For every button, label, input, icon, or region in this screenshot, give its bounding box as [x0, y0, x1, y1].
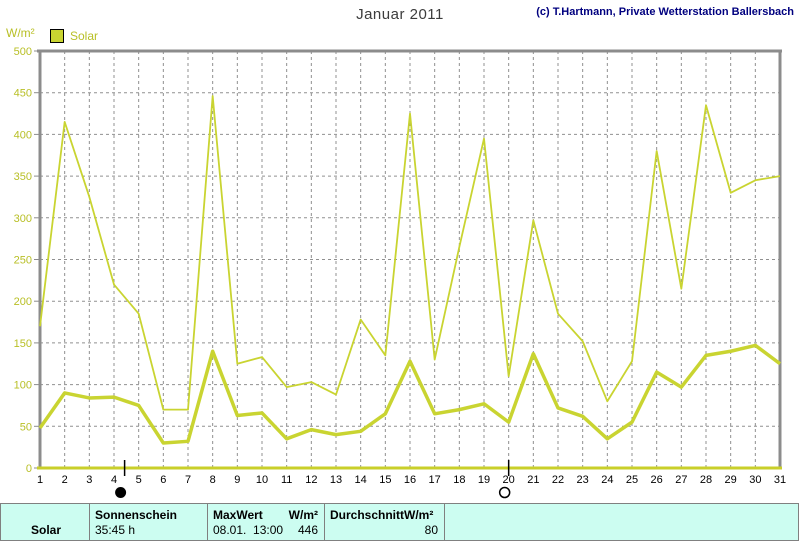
y-tick-label: 150	[14, 338, 32, 350]
x-tick-label: 18	[453, 474, 465, 486]
x-tick-label: 13	[330, 474, 342, 486]
x-tick-label: 17	[429, 474, 441, 486]
x-tick-label: 20	[503, 474, 515, 486]
legend: Solar	[50, 29, 98, 43]
x-tick-label: 6	[160, 474, 166, 486]
x-tick-label: 16	[404, 474, 416, 486]
table-separator	[444, 504, 445, 540]
y-axis-unit-label: W/m²	[6, 26, 35, 40]
durchschnitt-header: DurchschnittW/m²	[330, 508, 434, 522]
y-tick-label: 50	[20, 421, 32, 433]
y-tick-label: 400	[14, 129, 32, 141]
x-tick-label: 19	[478, 474, 490, 486]
x-tick-label: 3	[86, 474, 92, 486]
x-tick-label: 30	[749, 474, 761, 486]
x-tick-label: 25	[626, 474, 638, 486]
full-moon-icon	[498, 486, 511, 499]
page-title: Januar 2011	[356, 6, 444, 23]
maxwert-unit: W/m²	[288, 508, 318, 522]
table-separator	[324, 504, 325, 540]
x-tick-label: 2	[62, 474, 68, 486]
x-tick-label: 8	[210, 474, 216, 486]
maxwert-value: 446	[297, 523, 318, 537]
table-separator	[89, 504, 90, 540]
x-tick-label: 31	[774, 474, 786, 486]
x-tick-label: 5	[136, 474, 142, 486]
x-tick-label: 10	[256, 474, 268, 486]
y-tick-label: 100	[14, 380, 32, 392]
x-tick-label: 9	[234, 474, 240, 486]
y-tick-label: 0	[26, 463, 32, 475]
y-tick-label: 250	[14, 255, 32, 267]
y-tick-label: 200	[14, 296, 32, 308]
y-tick-label: 450	[14, 88, 32, 100]
x-tick-label: 28	[700, 474, 712, 486]
maxwert-date-value: 08.01. 13:00	[213, 523, 284, 537]
x-tick-label: 27	[675, 474, 687, 486]
x-tick-label: 11	[281, 474, 292, 486]
summary-table: Solar Sonnenschein 35:45 h MaxWert W/m² …	[0, 503, 799, 541]
table-row-label: Solar	[31, 523, 62, 537]
x-tick-label: 1	[37, 474, 43, 486]
durchschnitt-value: 80	[424, 523, 438, 537]
x-tick-label: 15	[379, 474, 391, 486]
copyright-text: (c) T.Hartmann, Private Wetterstation Ba…	[536, 6, 794, 18]
x-tick-label: 14	[355, 474, 367, 486]
series-max-line	[39, 95, 781, 411]
sonnenschein-header: Sonnenschein	[95, 508, 178, 522]
solar-legend-swatch-icon	[50, 29, 64, 43]
legend-label: Solar	[70, 29, 99, 43]
x-tick-label: 7	[185, 474, 191, 486]
x-tick-label: 12	[305, 474, 317, 486]
new-moon-icon	[115, 487, 127, 498]
sonnenschein-value: 35:45 h	[95, 523, 136, 537]
series-avg-line	[38, 343, 782, 445]
x-tick-label: 22	[552, 474, 564, 486]
x-tick-label: 4	[111, 474, 117, 486]
maxwert-header: MaxWert	[213, 508, 263, 522]
x-tick-label: 23	[577, 474, 589, 486]
x-tick-label: 24	[601, 474, 613, 486]
x-tick-label: 26	[651, 474, 663, 486]
x-tick-label: 21	[527, 474, 539, 486]
y-tick-label: 300	[14, 213, 32, 225]
y-tick-label: 500	[14, 46, 32, 58]
x-tick-label: 29	[725, 474, 737, 486]
table-separator	[207, 504, 208, 540]
y-tick-label: 350	[14, 171, 32, 183]
